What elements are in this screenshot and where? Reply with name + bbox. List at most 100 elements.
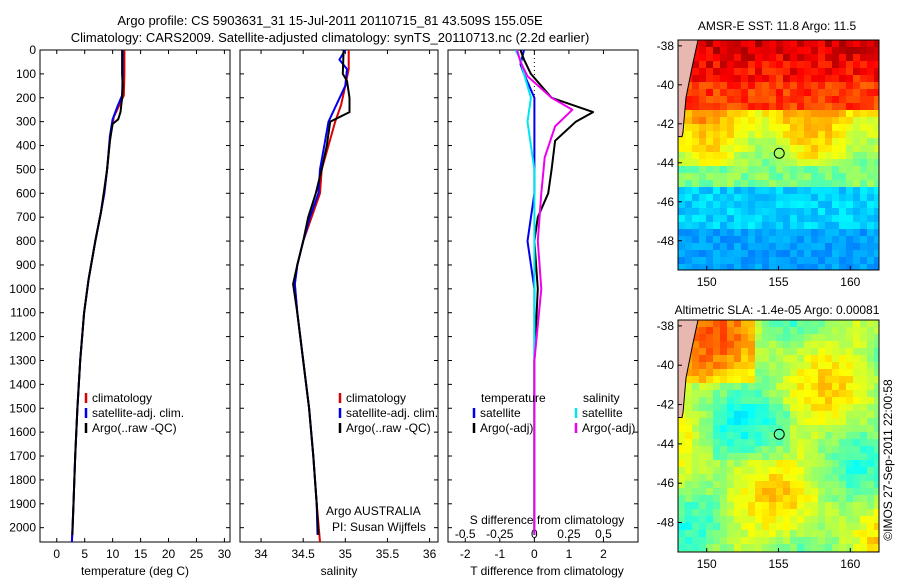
map-cell (804, 509, 811, 516)
map-cell (755, 509, 762, 516)
map-cell (790, 138, 797, 145)
map-cell (790, 341, 797, 348)
map-cell (692, 215, 699, 222)
map-cell (832, 82, 839, 89)
map-cell (741, 432, 748, 439)
map-cell (790, 124, 797, 131)
map-cell (860, 488, 867, 495)
land-mass (678, 320, 699, 418)
map-cell (713, 40, 720, 47)
map-cell (853, 208, 860, 215)
map-cell (748, 82, 755, 89)
map-cell (706, 446, 713, 453)
map-cell (860, 257, 867, 264)
map-cell (762, 229, 769, 236)
sla-map-title: Altimetric SLA: -1.4e-05 Argo: 0.00081 (675, 303, 880, 317)
map-cell (860, 68, 867, 75)
map-cell (818, 75, 825, 82)
figure-title-line2: Climatology: CARS2009. Satellite-adjuste… (71, 30, 590, 45)
map-cell (706, 96, 713, 103)
map-cell (811, 138, 818, 145)
map-cell (804, 159, 811, 166)
map-cell (685, 201, 692, 208)
map-cell (804, 432, 811, 439)
legend-label: satellite (582, 406, 623, 420)
map-cell (853, 516, 860, 523)
map-cell (874, 222, 879, 229)
map-cell (776, 61, 783, 68)
map-cell (783, 404, 790, 411)
map-cell (769, 236, 776, 243)
map-cell (839, 530, 846, 537)
map-cell (811, 467, 818, 474)
map-cell (825, 383, 832, 390)
map-cell (720, 40, 727, 47)
map-cell (762, 397, 769, 404)
map-cell (853, 194, 860, 201)
map-cell (839, 47, 846, 54)
map-cell (720, 425, 727, 432)
map-cell (832, 488, 839, 495)
difference-axes-frame (447, 49, 639, 543)
map-cell (818, 159, 825, 166)
map-cell (734, 180, 741, 187)
map-cell (699, 61, 706, 68)
difference-xlabel-bottom: T difference from climatology (470, 564, 624, 578)
map-cell (769, 96, 776, 103)
map-cell (720, 495, 727, 502)
map-cell (692, 376, 699, 383)
map-cell (867, 341, 874, 348)
map-cell (748, 264, 755, 270)
map-cell (678, 243, 685, 250)
map-cell (692, 250, 699, 257)
map-cell (853, 264, 860, 270)
map-cell (741, 495, 748, 502)
map-cell (706, 145, 713, 152)
map-cell (874, 418, 879, 425)
map-cell (685, 544, 692, 551)
map-cell (867, 243, 874, 250)
temperature-panel: 0 5 10 15 20 25 300100200300400500600700800900… (9, 43, 231, 578)
map-cell (783, 124, 790, 131)
map-cell (762, 390, 769, 397)
map-cell (748, 159, 755, 166)
map-cell (818, 138, 825, 145)
map-cell (741, 439, 748, 446)
map-cell (713, 138, 720, 145)
map-cell (839, 474, 846, 481)
map-cell (713, 516, 720, 523)
map-cell (769, 383, 776, 390)
map-cell (825, 369, 832, 376)
map-cell (867, 124, 874, 131)
map-cell (776, 376, 783, 383)
map-cell (741, 222, 748, 229)
map-cell (839, 152, 846, 159)
map-cell (762, 320, 769, 327)
map-cell (860, 194, 867, 201)
map-cell (727, 383, 734, 390)
map-cell (867, 215, 874, 222)
map-cell (741, 544, 748, 551)
map-cell (678, 222, 685, 229)
map-cell (797, 222, 804, 229)
map-cell (839, 341, 846, 348)
map-cell (776, 348, 783, 355)
map-cell (804, 327, 811, 334)
map-cell (692, 222, 699, 229)
map-cell (811, 131, 818, 138)
map-cell (790, 208, 797, 215)
map-cell (762, 348, 769, 355)
map-cell (769, 474, 776, 481)
map-cell (867, 362, 874, 369)
map-cell (706, 383, 713, 390)
map-cell (867, 194, 874, 201)
x-tick-label: 5 (81, 547, 88, 561)
map-cell (839, 481, 846, 488)
map-cell (825, 152, 832, 159)
map-cell (776, 250, 783, 257)
map-cell (797, 327, 804, 334)
map-cell (741, 341, 748, 348)
map-cell (755, 54, 762, 61)
map-cell (706, 54, 713, 61)
map-cell (748, 250, 755, 257)
